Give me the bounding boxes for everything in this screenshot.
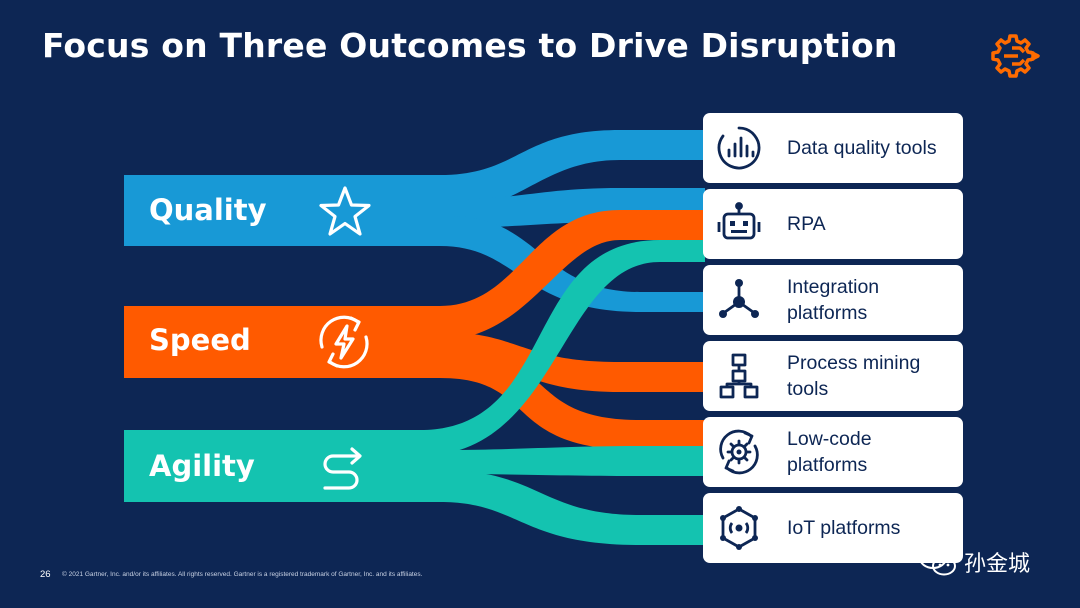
watermark-text: 孙金城	[964, 552, 1031, 577]
flow-agility-to-iot	[124, 470, 705, 545]
flow-speed-to-low-code	[124, 348, 705, 450]
tool-card-rpa: RPA	[703, 189, 963, 259]
flow-speed-to-rpa	[124, 210, 705, 340]
tool-card-data-quality: Data quality tools	[703, 113, 963, 183]
tool-card-integration: Integration platforms	[703, 265, 963, 335]
robot-icon	[717, 202, 761, 240]
gear-cycle-icon	[719, 429, 759, 475]
network-nodes-icon	[719, 279, 759, 318]
process-flow-icon	[719, 353, 759, 399]
flow-speed-to-process-mining	[124, 332, 705, 392]
data-quality-icon	[717, 126, 761, 170]
tool-label: RPA	[787, 213, 826, 235]
tool-card-iot: IoT platforms	[703, 493, 963, 563]
star-icon	[319, 186, 371, 236]
tool-label: Low-code platforms	[787, 428, 872, 476]
page-number: 26	[40, 569, 51, 580]
copyright-notice: © 2021 Gartner, Inc. and/or its affiliat…	[62, 571, 423, 578]
flow-quality-to-integration	[124, 216, 705, 312]
page-title: Focus on Three Outcomes to Drive Disrupt…	[42, 26, 898, 65]
tool-label: Data quality tools	[787, 137, 937, 159]
tool-card-process-mining: Process mining tools	[703, 341, 963, 411]
flow-agility-to-low-code	[124, 446, 705, 476]
outcome-quality-label: Quality	[149, 193, 267, 227]
tool-label: IoT platforms	[787, 517, 901, 539]
gear-arrows-icon	[991, 34, 1040, 78]
flow-agility-to-rpa	[124, 240, 705, 456]
outcome-agility-label: Agility	[149, 449, 255, 483]
flow-quality-to-data-quality	[124, 130, 705, 213]
iot-hexagon-icon	[720, 506, 758, 550]
winding-path-icon	[323, 447, 362, 490]
watermark: 孙金城	[918, 544, 1058, 584]
outcome-speed-label: Speed	[149, 323, 251, 357]
tool-label: Integration platforms	[787, 276, 880, 324]
wechat-icon	[919, 547, 956, 576]
tool-label: Process mining tools	[787, 352, 921, 400]
tool-card-low-code: Low-code platforms	[703, 417, 963, 487]
lightning-refresh-icon	[319, 315, 369, 369]
